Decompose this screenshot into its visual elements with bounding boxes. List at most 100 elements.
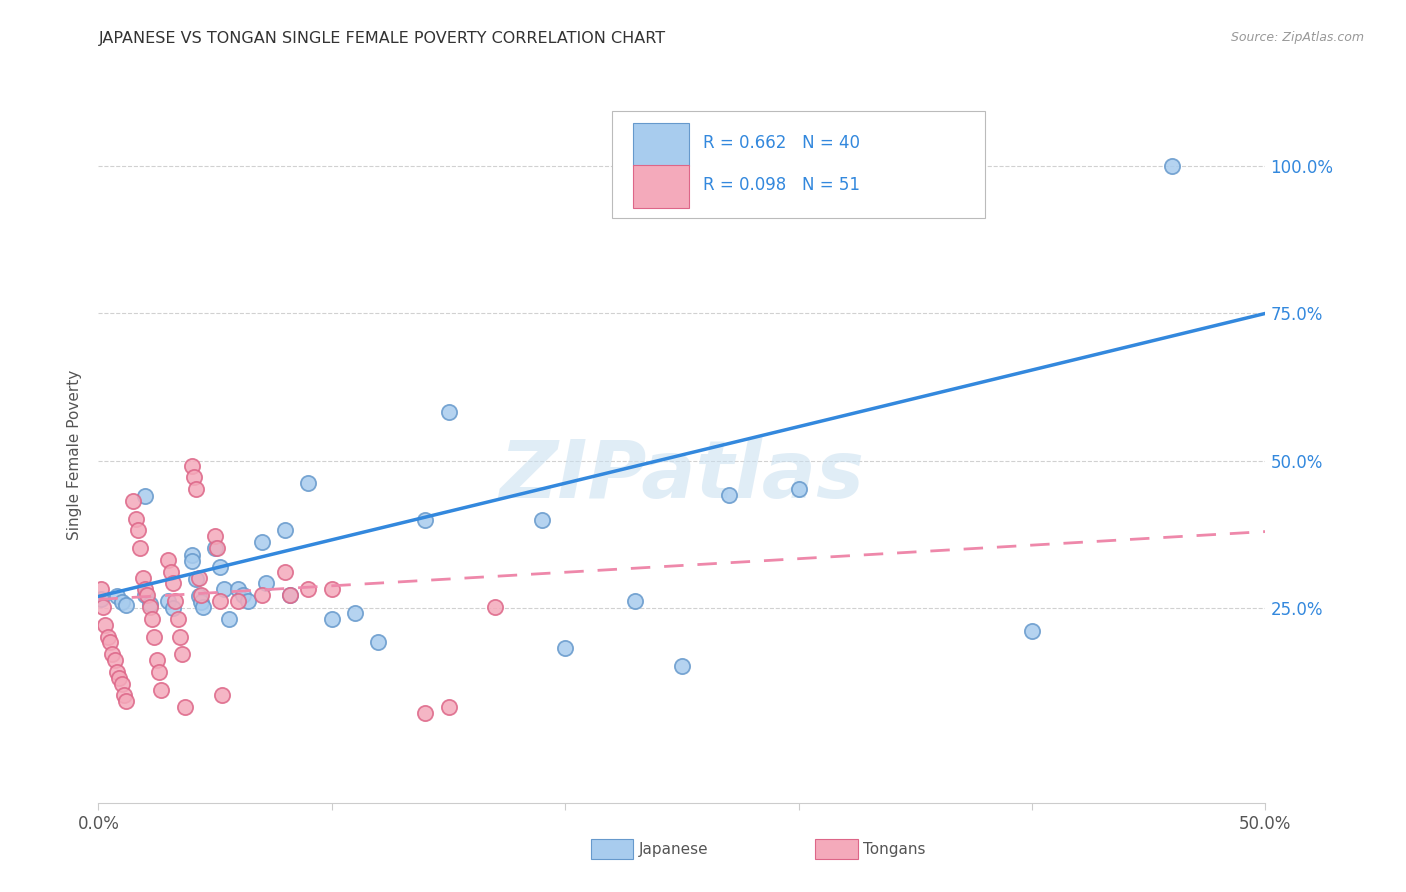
Point [127, 524, 149, 538]
Point [122, 494, 145, 508]
Point [190, 588, 212, 602]
Point [180, 548, 202, 562]
Point [105, 590, 128, 604]
Point [148, 665, 170, 679]
Point [437, 700, 460, 714]
Point [162, 601, 184, 615]
Text: ZIPatlas: ZIPatlas [499, 437, 865, 515]
Point [193, 600, 215, 615]
Point [186, 572, 208, 586]
Point [169, 630, 191, 644]
Point [787, 482, 810, 496]
Text: R = 0.098   N = 51: R = 0.098 N = 51 [703, 176, 860, 194]
Point [162, 576, 184, 591]
Point [187, 590, 209, 604]
Point [554, 641, 576, 656]
Point [98, 635, 121, 649]
Point [134, 489, 156, 503]
Point [717, 488, 740, 502]
Point [211, 689, 233, 703]
Point [150, 682, 173, 697]
Point [125, 511, 148, 525]
Point [139, 600, 162, 615]
Point [671, 659, 693, 673]
Point [297, 476, 319, 491]
Point [104, 653, 127, 667]
Point [183, 470, 205, 484]
Point [90, 592, 112, 607]
Point [134, 582, 156, 597]
Point [165, 594, 187, 608]
Point [228, 594, 250, 608]
Point [157, 594, 180, 608]
Point [101, 647, 124, 661]
Point [484, 600, 506, 615]
Text: R = 0.662   N = 40: R = 0.662 N = 40 [703, 134, 860, 153]
Point [278, 588, 301, 602]
Point [111, 595, 134, 609]
Point [256, 576, 278, 591]
Point [90, 582, 112, 597]
Point [157, 553, 180, 567]
Point [624, 594, 647, 608]
Point [437, 405, 460, 419]
Point [530, 513, 553, 527]
Point [297, 582, 319, 597]
FancyBboxPatch shape [633, 164, 689, 208]
Point [236, 594, 259, 608]
Point [190, 595, 212, 609]
FancyBboxPatch shape [633, 123, 689, 166]
Point [214, 582, 236, 597]
Point [180, 554, 202, 568]
Point [321, 582, 343, 597]
Point [204, 541, 226, 555]
Point [134, 588, 156, 602]
Point [278, 588, 301, 602]
Text: Source: ZipAtlas.com: Source: ZipAtlas.com [1230, 31, 1364, 45]
Point [94, 617, 117, 632]
Point [187, 570, 209, 584]
Point [207, 541, 229, 555]
Point [208, 594, 231, 608]
Point [91, 600, 114, 615]
Point [367, 635, 389, 649]
Point [186, 482, 208, 496]
Point [115, 694, 138, 708]
Point [274, 565, 297, 579]
Y-axis label: Single Female Poverty: Single Female Poverty [66, 370, 82, 540]
Point [274, 524, 297, 538]
Point [250, 535, 273, 549]
Point [143, 630, 166, 644]
Point [232, 588, 254, 602]
Point [108, 671, 131, 685]
Point [139, 597, 162, 611]
Point [112, 689, 135, 703]
Point [105, 665, 128, 679]
Point [115, 599, 138, 613]
Point [136, 588, 159, 602]
Point [208, 560, 231, 574]
Point [159, 565, 181, 579]
Point [111, 676, 134, 690]
Point [180, 458, 202, 473]
Point [1021, 624, 1043, 638]
Point [166, 612, 188, 626]
Point [413, 706, 436, 721]
Point [173, 700, 195, 714]
Text: Tongans: Tongans [863, 842, 925, 856]
Point [218, 612, 240, 626]
Point [344, 606, 367, 620]
Point [132, 570, 155, 584]
Point [172, 647, 194, 661]
Point [204, 529, 226, 543]
Text: Japanese: Japanese [638, 842, 709, 856]
Text: JAPANESE VS TONGAN SINGLE FEMALE POVERTY CORRELATION CHART: JAPANESE VS TONGAN SINGLE FEMALE POVERTY… [98, 31, 665, 46]
Point [146, 653, 169, 667]
FancyBboxPatch shape [612, 111, 986, 219]
Point [321, 612, 343, 626]
Point [97, 630, 120, 644]
Point [228, 582, 250, 597]
Point [129, 541, 152, 555]
Point [413, 513, 436, 527]
Point [1161, 159, 1184, 173]
